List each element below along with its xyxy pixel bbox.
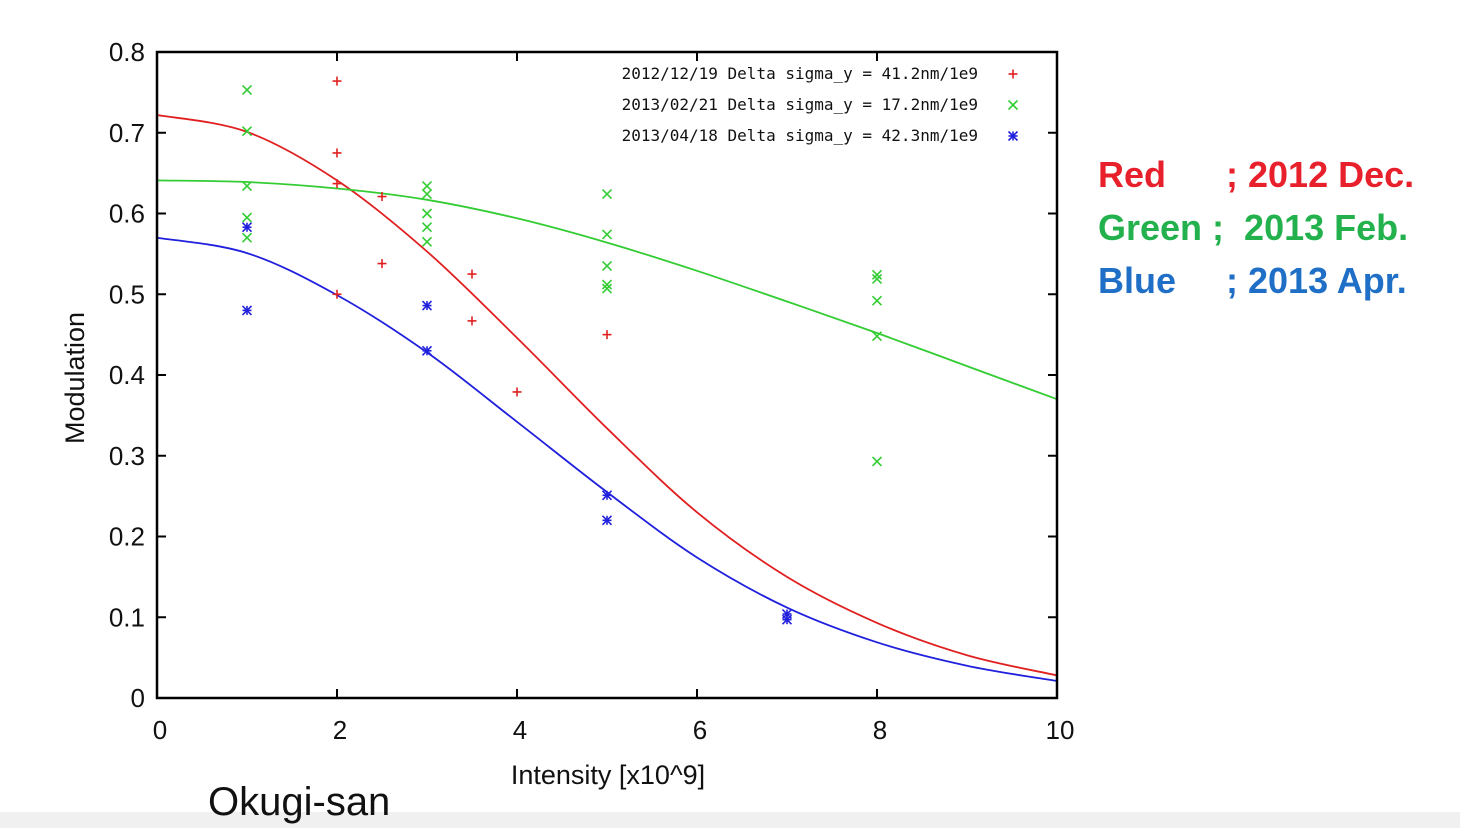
x-tick-label: 8 [873,715,887,745]
data-point [241,212,253,223]
data-point [601,283,613,294]
data-point [871,269,883,280]
side-legend-date: 2013 Apr. [1248,260,1407,301]
x-tick-label: 2 [333,715,347,745]
data-point [871,456,883,467]
data-point [421,222,433,233]
data-point [781,614,793,625]
side-legend-row: Green ; 2013 Feb. [1098,201,1414,254]
data-point [871,295,883,306]
side-legend-row: Blue ; 2013 Apr. [1098,254,1414,307]
x-tick-label: 10 [1046,715,1075,745]
legend-entry-label: 2012/12/19 Delta sigma_y = 41.2nm/1e9 [622,64,978,83]
data-point [332,289,342,299]
fit-curve-2 [156,179,1058,401]
data-point [601,260,613,272]
data-point [332,148,342,158]
y-tick-label: 0.4 [109,360,145,390]
side-legend: Red ; 2012 Dec. Green ; 2013 Feb. Blue ; 2… [1098,148,1414,307]
side-legend-date: 2013 Feb. [1244,207,1409,248]
y-tick-label: 0.5 [109,279,145,309]
data-point [241,222,253,233]
data-point [871,331,883,342]
plot-frame [155,50,1059,700]
credit-label: Okugi-san [208,780,391,824]
y-tick-label: 0.1 [109,602,145,632]
data-point [421,300,433,311]
y-axis-label: Modulation [60,312,90,444]
fit-curves [156,114,1058,682]
data-point [601,229,613,240]
data-point [1007,130,1019,142]
side-legend-color-name: Red ; [1098,154,1249,195]
side-legend-row: Red ; 2012 Dec. [1098,148,1414,201]
data-point [467,316,477,326]
chart-legend: 2012/12/19 Delta sigma_y = 41.2nm/1e9 201… [622,64,1019,145]
data-point [332,179,342,189]
fit-curve-1 [156,114,1058,677]
x-tick-label: 6 [693,715,707,745]
data-point [601,189,613,200]
axis-ticks [156,51,1058,699]
y-tick-label: 0.3 [109,441,145,471]
side-legend-color-name: Green ; [1098,207,1245,248]
tick-labels: 0 2 4 6 8 10 0 0.1 0.2 0.3 0.4 0.5 0.6 0.7 0.8 [109,37,1075,745]
legend-entry-label: 2013/02/21 Delta sigma_y = 17.2nm/1e9 [622,95,978,114]
data-point [512,387,522,397]
data-point [601,279,613,290]
data-point [332,76,342,86]
data-point [467,269,477,279]
x-axis-label: Intensity [x10^9] [511,760,705,790]
x-tick-label: 0 [153,715,167,745]
data-point [1007,99,1019,111]
data-point [241,126,253,137]
side-legend-color-name: Blue ; [1098,260,1249,301]
data-point [377,259,387,269]
data-point [421,345,433,356]
data-point [421,189,433,200]
data-point [871,273,883,284]
data-point [601,515,613,526]
data-point [241,232,253,243]
side-legend-date: 2012 Dec. [1248,154,1415,195]
data-point [241,180,253,192]
data-point [421,208,433,219]
data-point [377,192,387,202]
data-point [602,330,612,340]
fit-curve-3 [156,236,1058,682]
y-tick-label: 0.8 [109,37,145,67]
slide-bottom-strip [0,812,1460,828]
data-point [601,490,613,501]
y-tick-label: 0 [131,683,145,713]
legend-entry-label: 2013/04/18 Delta sigma_y = 42.3nm/1e9 [622,126,978,145]
x-tick-label: 4 [513,715,527,745]
data-point [1008,69,1018,79]
data-point [241,305,253,316]
y-tick-label: 0.2 [109,522,145,552]
data-point [421,236,433,247]
data-point [241,84,253,96]
y-tick-label: 0.7 [109,118,145,148]
y-tick-label: 0.6 [109,199,145,229]
data-points [241,76,883,625]
data-point [421,180,433,192]
